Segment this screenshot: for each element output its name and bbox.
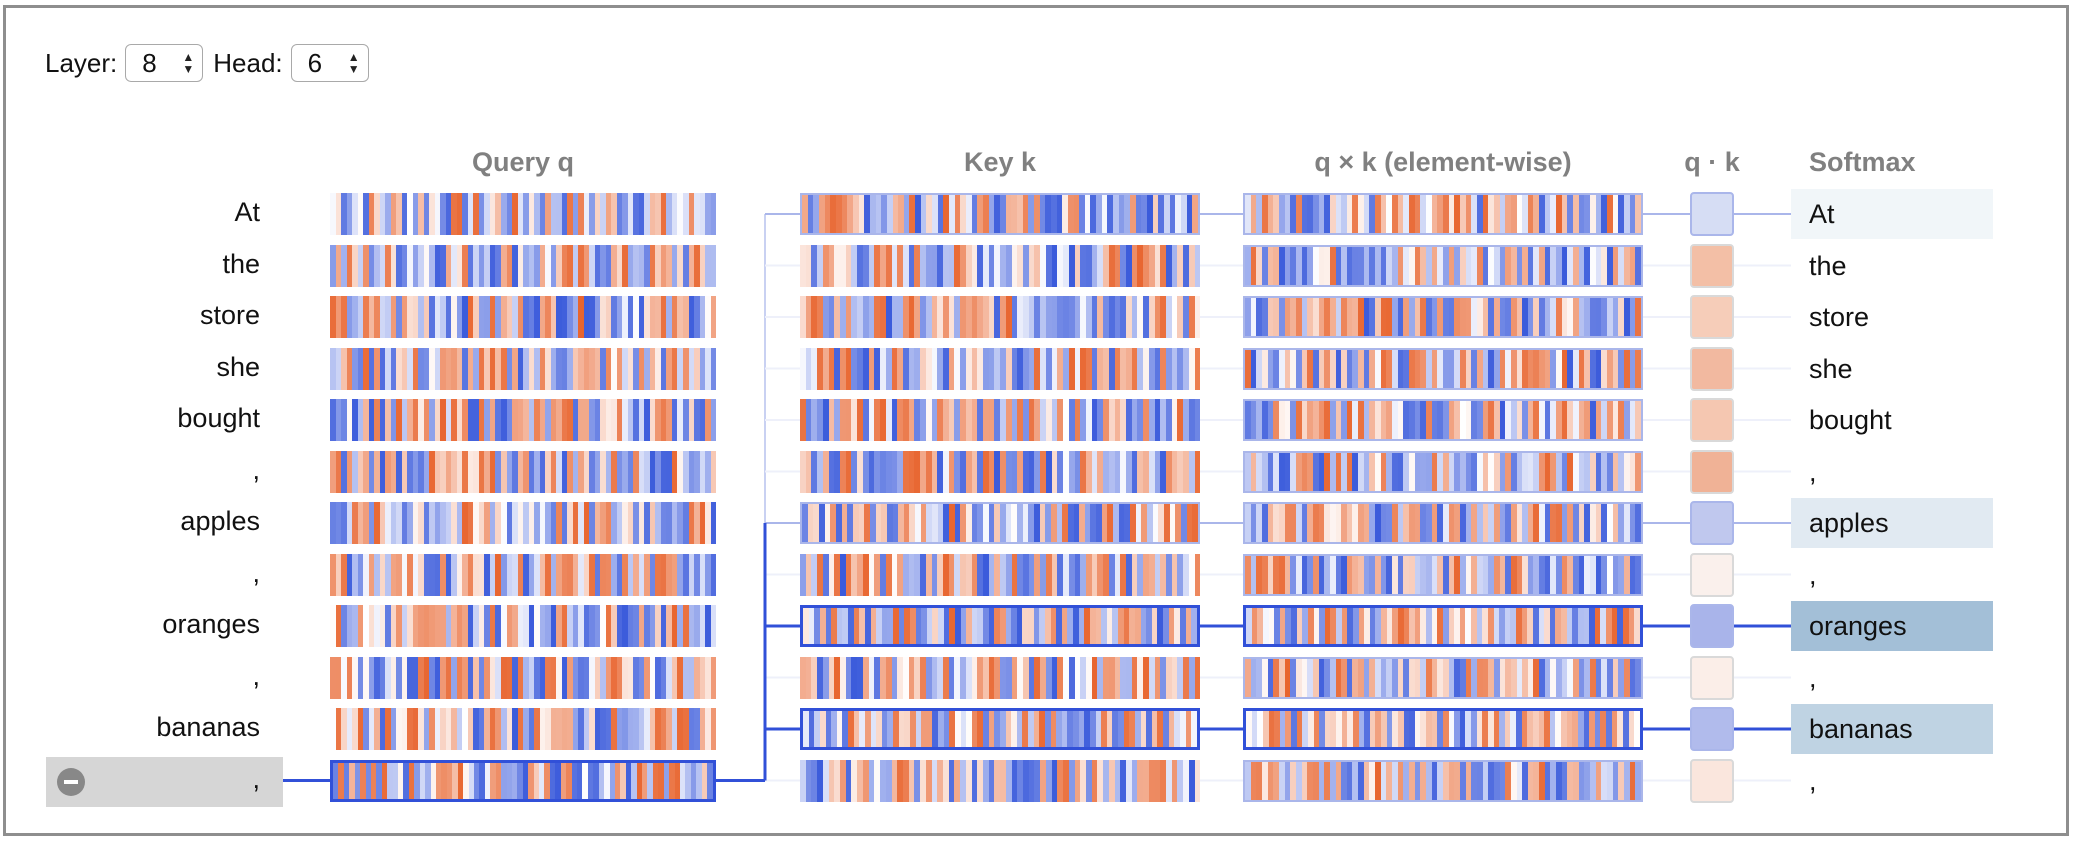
key-header: Key k: [963, 147, 1037, 177]
layer-select[interactable]: 8 ▲ ▼: [125, 44, 204, 82]
product-vector[interactable]: [1243, 605, 1643, 647]
product-vector[interactable]: [1243, 399, 1643, 441]
softmax-token[interactable]: store: [1809, 302, 1870, 332]
key-vector[interactable]: [800, 450, 1200, 493]
query-token[interactable]: ,: [252, 454, 260, 485]
dot-product-cell[interactable]: [1690, 604, 1734, 648]
softmax-token[interactable]: she: [1809, 353, 1853, 384]
softmax-token[interactable]: the: [1809, 250, 1847, 281]
key-vector[interactable]: [800, 399, 1200, 441]
key-vector[interactable]: [800, 708, 1200, 750]
key-vector[interactable]: [800, 347, 1200, 390]
dot-product-cell[interactable]: [1690, 295, 1734, 339]
softmax-token[interactable]: ,: [1809, 662, 1817, 693]
query-token[interactable]: apples: [180, 506, 260, 536]
softmax-token[interactable]: bought: [1809, 405, 1892, 435]
key-vector[interactable]: [800, 553, 1200, 596]
dot-product-cell[interactable]: [1690, 707, 1734, 751]
dot-product-cell[interactable]: [1690, 655, 1734, 700]
head-select[interactable]: 6 ▲ ▼: [290, 44, 369, 82]
dot-product-cell[interactable]: [1690, 192, 1734, 236]
dot-product-cell[interactable]: [1690, 449, 1734, 494]
head-label: Head:: [213, 47, 283, 78]
query-token[interactable]: bought: [177, 403, 260, 433]
query-vector[interactable]: [330, 450, 716, 493]
query-vector[interactable]: [330, 759, 716, 802]
query-token[interactable]: At: [234, 197, 260, 227]
head-value: 6: [307, 47, 323, 78]
query-vector[interactable]: [330, 553, 716, 596]
product-vector[interactable]: [1243, 244, 1643, 287]
selected-query-row[interactable]: [46, 757, 283, 807]
query-header: Query q: [471, 147, 575, 177]
query-token[interactable]: store: [199, 300, 260, 330]
product-vector[interactable]: [1243, 759, 1643, 802]
softmax-token[interactable]: apples: [1791, 498, 1993, 548]
layer-value: 8: [142, 47, 157, 78]
query-vector[interactable]: [330, 708, 716, 750]
dot-product-cell[interactable]: [1690, 243, 1734, 288]
product-vector[interactable]: [1243, 347, 1643, 390]
query-vector[interactable]: [330, 347, 716, 390]
dot-product-cell[interactable]: [1690, 501, 1734, 545]
query-token[interactable]: oranges: [162, 609, 260, 639]
query-vector[interactable]: [330, 193, 716, 235]
product-header: q × k (element-wise): [1314, 147, 1572, 177]
product-vector[interactable]: [1243, 296, 1643, 338]
product-vector[interactable]: [1243, 502, 1643, 544]
controls-bar: Layer: 8 ▲ ▼ Head: 6 ▲ ▼: [45, 44, 379, 82]
query-token[interactable]: ,: [252, 660, 260, 691]
softmax-token[interactable]: ,: [1809, 765, 1817, 796]
product-vector[interactable]: [1243, 193, 1643, 235]
query-vector[interactable]: [330, 656, 716, 699]
product-vector[interactable]: [1243, 553, 1643, 596]
key-vector[interactable]: [800, 193, 1200, 235]
query-vector[interactable]: [330, 296, 716, 338]
product-vector[interactable]: [1243, 656, 1643, 699]
key-vector[interactable]: [800, 605, 1200, 647]
query-vector[interactable]: [330, 399, 716, 441]
key-vector[interactable]: [800, 759, 1200, 802]
query-token[interactable]: ,: [252, 557, 260, 588]
remove-icon[interactable]: [57, 768, 85, 796]
dot-product-cell[interactable]: [1690, 552, 1734, 597]
softmax-token[interactable]: At: [1791, 189, 1993, 239]
dot-product-cell[interactable]: [1690, 758, 1734, 803]
key-vector[interactable]: [800, 502, 1200, 544]
dot-product-cell[interactable]: [1690, 346, 1734, 391]
softmax-token[interactable]: ,: [1809, 456, 1817, 487]
softmax-header: Softmax: [1809, 147, 1916, 177]
softmax-token[interactable]: oranges: [1791, 601, 1993, 651]
query-vector[interactable]: [330, 244, 716, 287]
query-token[interactable]: she: [216, 351, 260, 382]
query-token[interactable]: ,: [252, 763, 260, 794]
query-vector[interactable]: [330, 605, 716, 647]
dot-product-cell[interactable]: [1690, 398, 1734, 442]
key-vector[interactable]: [800, 656, 1200, 699]
query-token[interactable]: bananas: [156, 712, 260, 742]
layer-stepper-icon[interactable]: ▲ ▼: [182, 50, 195, 76]
layer-label: Layer:: [45, 47, 118, 78]
key-vector[interactable]: [800, 244, 1200, 287]
softmax-token[interactable]: ,: [1809, 559, 1817, 590]
query-token[interactable]: the: [222, 248, 260, 279]
softmax-token[interactable]: bananas: [1791, 704, 1993, 754]
dot-header: q · k: [1684, 147, 1740, 177]
product-vector[interactable]: [1243, 450, 1643, 493]
key-vector[interactable]: [800, 296, 1200, 338]
head-stepper-icon[interactable]: ▲ ▼: [347, 50, 360, 76]
query-vector[interactable]: [330, 502, 716, 544]
product-vector[interactable]: [1243, 708, 1643, 750]
